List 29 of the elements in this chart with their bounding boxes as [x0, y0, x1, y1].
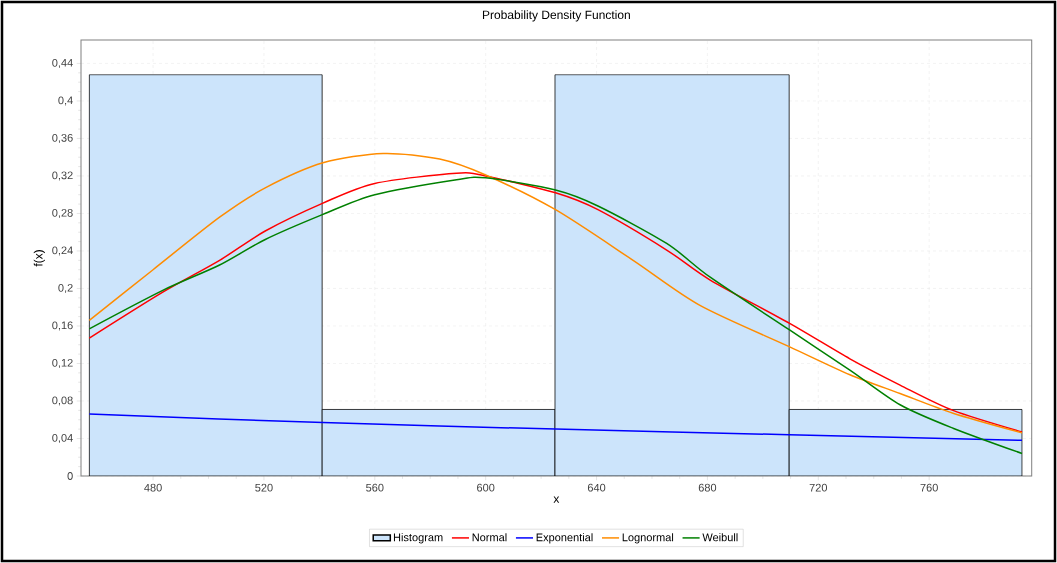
- x-tick-label: 760: [920, 483, 938, 492]
- y-tick-label: 0,04: [52, 433, 73, 444]
- y-tick-label: 0,2: [58, 283, 73, 294]
- y-tick-label: 0,32: [52, 171, 73, 181]
- x-tick-label: 520: [255, 483, 273, 492]
- y-tick-label: 0,24: [52, 246, 73, 256]
- legend-label: Exponential: [536, 533, 593, 544]
- legend-label: Lognormal: [622, 533, 674, 544]
- x-tick-label: 720: [809, 483, 828, 492]
- y-tick-label: 0,36: [52, 133, 73, 143]
- y-tick-label: 0: [67, 472, 73, 480]
- chart-title: Probability Density Function: [482, 10, 630, 22]
- y-tick-label: 0,28: [52, 208, 73, 219]
- legend-label: Normal: [472, 533, 507, 542]
- y-tick-label: 0,44: [52, 58, 73, 68]
- y-axis-title: f(x): [33, 250, 45, 267]
- line-series: [88, 413, 1023, 442]
- x-tick-label: 680: [698, 483, 717, 492]
- y-tick-label: 0,16: [52, 321, 73, 331]
- x-tick-label: 560: [366, 483, 384, 492]
- x-axis-title: x: [553, 496, 560, 503]
- y-tick-label: 0,4: [58, 96, 73, 106]
- x-tick-label: 640: [587, 483, 606, 492]
- y-tick-label: 0,12: [52, 358, 73, 369]
- x-tick-label: 600: [477, 483, 495, 492]
- legend-label: Histogram: [393, 533, 443, 544]
- legend-label: Weibull: [702, 533, 738, 542]
- x-tick-label: 480: [144, 483, 162, 492]
- y-tick-label: 0,08: [52, 396, 73, 406]
